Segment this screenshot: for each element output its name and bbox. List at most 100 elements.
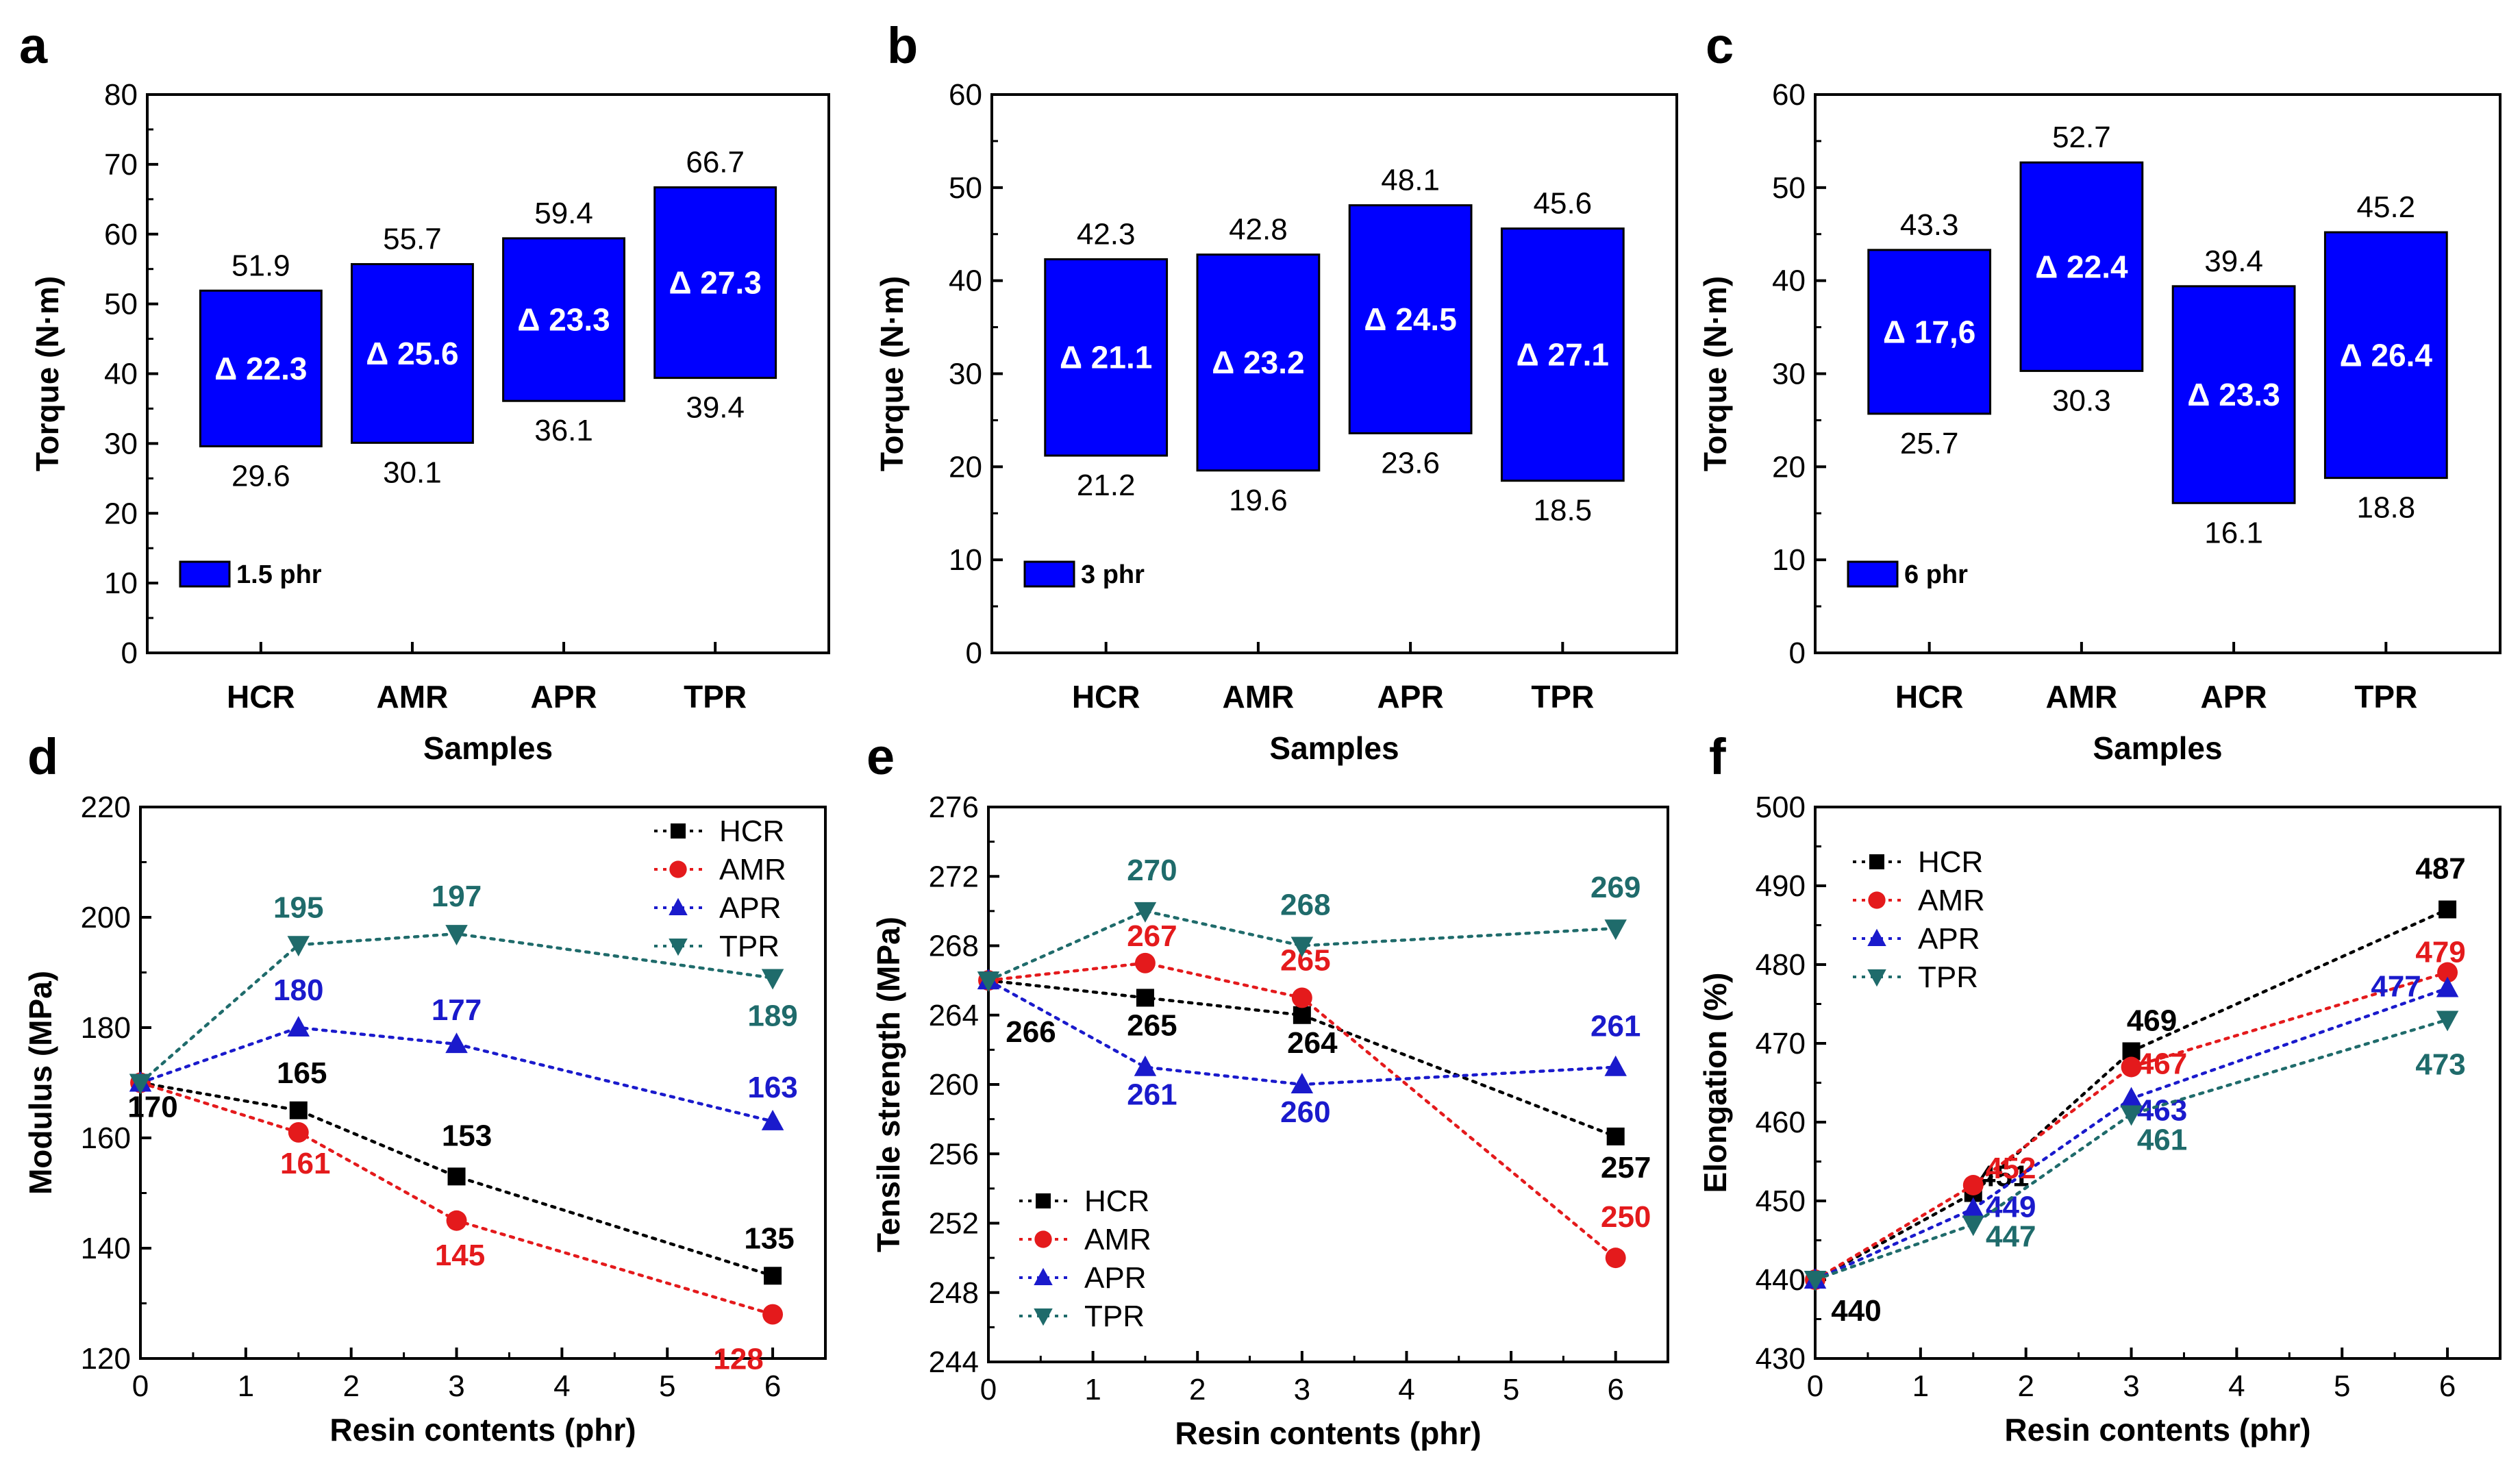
y-tick-label: 60	[1772, 78, 1806, 112]
bar-min-label: 21.2	[1077, 469, 1136, 502]
data-label: 145	[435, 1239, 485, 1272]
y-tick-label: 480	[1756, 948, 1806, 982]
x-tick-label: 1	[1912, 1369, 1929, 1403]
series-line	[1813, 986, 2449, 1282]
y-tick-label: 500	[1756, 791, 1806, 824]
data-point	[445, 925, 468, 946]
data-label: 260	[1280, 1095, 1330, 1129]
delta-label: Δ 22.4	[2035, 249, 2128, 284]
panel-letter: c	[1706, 17, 1734, 74]
category-label: TPR	[684, 679, 747, 715]
legend-marker	[1867, 928, 1886, 946]
data-point	[1606, 1127, 1625, 1145]
y-tick-label: 264	[929, 999, 979, 1032]
bar-max-label: 45.2	[2357, 190, 2416, 224]
y-tick-label: 256	[929, 1137, 979, 1171]
y-tick-label: 30	[1772, 358, 1806, 391]
y-tick-label: 80	[104, 78, 138, 112]
x-tick-label: 5	[659, 1369, 675, 1403]
x-tick-label: 3	[2123, 1369, 2139, 1403]
data-label: 153	[442, 1119, 492, 1152]
x-tick-label: 4	[553, 1369, 570, 1403]
y-tick-label: 248	[929, 1276, 979, 1310]
y-tick-label: 490	[1756, 869, 1806, 903]
y-tick-label: 10	[1772, 543, 1806, 577]
data-label: 268	[1280, 889, 1330, 922]
y-tick-label: 0	[121, 636, 138, 670]
legend-marker	[1034, 1267, 1053, 1285]
data-point	[761, 969, 784, 990]
data-point	[1804, 1271, 1827, 1291]
data-label: 440	[1831, 1294, 1881, 1328]
torque-bar	[199, 289, 323, 447]
y-tick-label: 460	[1756, 1106, 1806, 1139]
panel-letter: e	[866, 728, 895, 785]
data-point	[1962, 1215, 1985, 1237]
legend-marker	[669, 939, 688, 956]
data-point	[2437, 962, 2458, 983]
y-tick-label: 260	[929, 1068, 979, 1102]
torque-bar	[2323, 231, 2448, 480]
category-label: APR	[530, 679, 597, 715]
category-label: APR	[1377, 679, 1444, 715]
torque-bar	[1500, 227, 1625, 482]
category-label: HCR	[1072, 679, 1140, 715]
torque-bar	[1348, 204, 1473, 434]
legend-marker	[669, 860, 687, 878]
bar-min-label: 39.4	[686, 391, 745, 425]
panel-letter: b	[887, 17, 918, 74]
data-label: 197	[432, 880, 482, 913]
x-axis-title: Samples	[2093, 730, 2222, 766]
panel-letter: d	[27, 728, 58, 785]
bar-min-label: 23.6	[1381, 446, 1440, 480]
data-point	[1293, 1006, 1311, 1024]
legend-label: APR	[719, 891, 781, 925]
data-label: 261	[1590, 1010, 1641, 1043]
data-label: 264	[1287, 1026, 1338, 1060]
category-label: HCR	[227, 679, 295, 715]
y-tick-label: 244	[929, 1345, 979, 1379]
legend-label: AMR	[719, 853, 786, 886]
y-tick-label: 50	[949, 171, 982, 205]
torque-bar	[653, 186, 777, 380]
category-label: AMR	[1223, 679, 1295, 715]
x-tick-label: 6	[1607, 1373, 1623, 1406]
legend-label: TPR	[1084, 1300, 1145, 1333]
y-tick-label: 30	[949, 358, 982, 391]
legend-label: HCR	[719, 815, 784, 848]
data-label: 477	[2371, 970, 2421, 1004]
x-axis-title: Resin contents (phr)	[2004, 1412, 2310, 1448]
data-label: 452	[1986, 1152, 2036, 1185]
bar-max-label: 42.8	[1229, 213, 1288, 247]
legend-label: AMR	[1918, 884, 1985, 917]
bar-max-label: 59.4	[534, 197, 593, 230]
bar-max-label: 52.7	[2052, 121, 2111, 154]
series-line	[986, 909, 1617, 982]
panel-letter: a	[19, 17, 48, 74]
y-axis-title: Torque (N·m)	[874, 276, 910, 471]
data-label: 135	[744, 1221, 794, 1255]
data-label: 128	[713, 1343, 763, 1376]
data-label: 467	[2137, 1047, 2187, 1081]
x-tick-label: 2	[342, 1369, 359, 1403]
y-tick-label: 252	[929, 1207, 979, 1241]
category-label: TPR	[1531, 679, 1594, 715]
y-tick-label: 30	[104, 427, 138, 460]
data-point	[1290, 1073, 1314, 1093]
legend-label: TPR	[719, 930, 779, 963]
data-label: 479	[2415, 936, 2465, 969]
data-point	[287, 1016, 310, 1037]
x-axis-title: Samples	[1269, 730, 1399, 766]
bar-min-label: 16.1	[2204, 516, 2263, 549]
y-axis-title: Torque (N·m)	[1697, 276, 1733, 471]
bar-max-label: 66.7	[686, 145, 745, 179]
x-axis-title: Resin contents (phr)	[329, 1412, 636, 1448]
delta-label: Δ 27.1	[1517, 337, 1609, 373]
torque-bar	[1196, 253, 1321, 472]
torque-bar	[1867, 249, 1992, 415]
category-label: HCR	[1895, 679, 1964, 715]
x-axis-title: Resin contents (phr)	[1175, 1415, 1481, 1451]
delta-label: Δ 17,6	[1883, 314, 1975, 349]
y-tick-label: 450	[1756, 1184, 1806, 1218]
bar-min-label: 18.8	[2357, 491, 2416, 525]
